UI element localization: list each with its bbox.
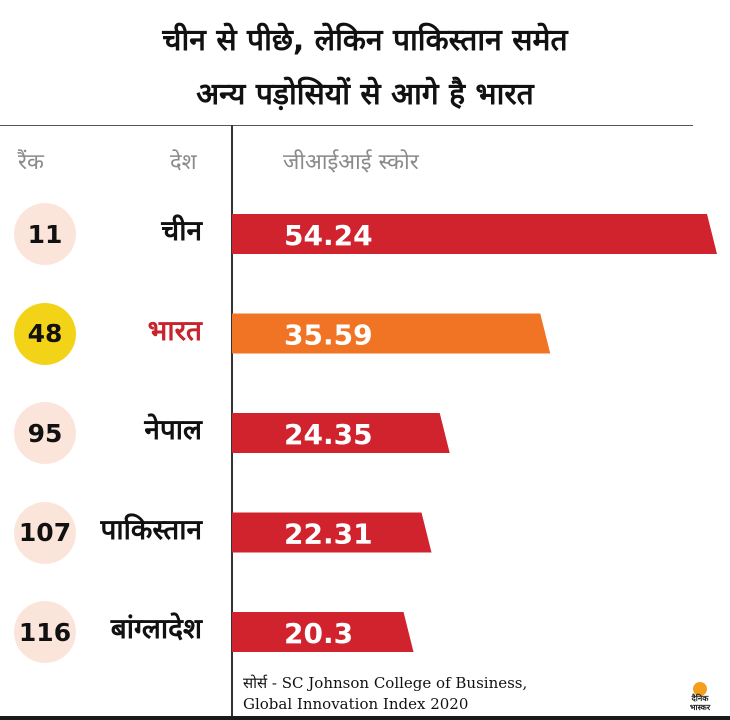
bar: [232, 612, 414, 652]
title-divider: [0, 125, 693, 126]
rank-badge: 48: [14, 302, 76, 365]
logo-text: दैनिक भास्कर: [683, 694, 717, 712]
chart-title-line1: चीन से पीछे, लेकिन पाकिस्तान समेत: [162, 23, 568, 58]
country-label: पाकिस्तान: [100, 512, 202, 546]
country-label: चीन: [161, 214, 202, 247]
rank-badge: 11: [14, 203, 76, 265]
rank-column-header: रैंक: [18, 150, 44, 175]
value-label: 24.35: [284, 418, 373, 451]
logo-line-2: भास्कर: [689, 703, 711, 712]
bar: [232, 413, 450, 453]
country-label: बांग्लादेश: [110, 612, 202, 645]
source-line-2: Global Innovation Index 2020: [243, 695, 469, 713]
score-column-header: जीआईआई स्कोर: [283, 150, 419, 175]
value-label: 22.31: [284, 518, 373, 551]
bar: [232, 512, 432, 553]
value-label: 35.59: [284, 319, 373, 352]
rank-badge: 95: [14, 402, 76, 464]
bar: [232, 214, 717, 254]
bar: [232, 313, 551, 354]
country-label: भारत: [147, 313, 202, 347]
dainik-bhaskar-logo: दैनिक भास्कर: [683, 682, 717, 714]
source-line-1: सोर्स - SC Johnson College of Business,: [243, 674, 528, 692]
source-note: सोर्स - SC Johnson College of Business, …: [243, 673, 527, 715]
logo-sun-icon: [693, 682, 707, 696]
country-label: नेपाल: [144, 413, 202, 446]
chart-title-line2: अन्य पड़ोसियों से आगे है भारत: [196, 77, 534, 112]
value-label: 20.3: [284, 617, 353, 650]
logo-line-1: दैनिक: [691, 694, 709, 703]
country-column-header: देश: [170, 150, 197, 175]
value-label: 54.24: [284, 219, 373, 252]
rank-badge: 116: [14, 601, 76, 663]
rank-badge: 107: [14, 501, 76, 564]
